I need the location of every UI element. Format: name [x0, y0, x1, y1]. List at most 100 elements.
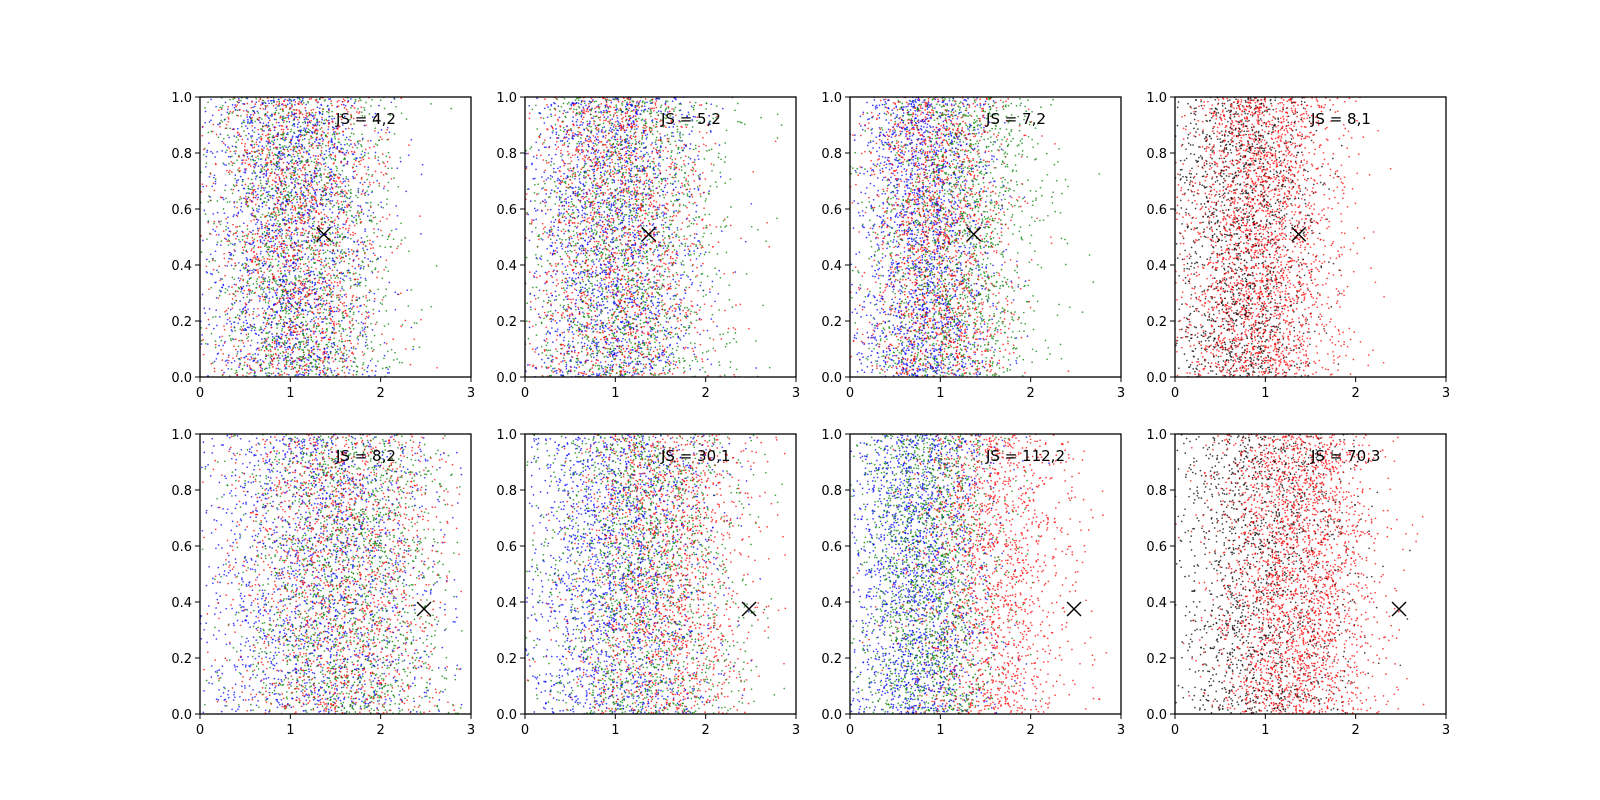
data-point — [234, 327, 236, 329]
data-point — [323, 108, 325, 110]
data-point — [266, 170, 268, 172]
data-point — [254, 324, 256, 326]
data-point — [227, 216, 229, 218]
data-point — [298, 312, 300, 314]
data-point — [294, 99, 296, 101]
data-point — [311, 178, 313, 180]
data-point — [331, 111, 333, 113]
data-point — [260, 363, 262, 365]
data-point — [307, 265, 309, 267]
data-point — [246, 238, 248, 240]
data-point — [285, 283, 287, 285]
data-point — [315, 283, 317, 285]
data-point — [340, 333, 342, 335]
data-point — [227, 319, 229, 321]
data-point — [283, 249, 285, 251]
data-point — [281, 308, 283, 310]
data-point — [265, 113, 267, 115]
data-point — [318, 304, 320, 306]
data-point — [323, 139, 325, 141]
data-point — [308, 357, 310, 359]
data-point — [345, 255, 347, 257]
data-point — [295, 291, 297, 293]
data-point — [332, 258, 334, 260]
data-point — [289, 168, 291, 170]
data-point — [268, 122, 270, 124]
data-point — [262, 233, 264, 235]
data-point — [317, 274, 319, 276]
data-point — [356, 241, 358, 243]
data-point — [220, 133, 222, 135]
data-point — [303, 288, 305, 290]
data-point — [334, 146, 336, 148]
data-point — [290, 308, 292, 310]
data-point — [295, 209, 297, 211]
data-point — [342, 237, 344, 239]
data-point — [337, 257, 339, 259]
data-point — [290, 331, 292, 333]
data-point — [377, 271, 379, 273]
data-point — [298, 143, 300, 145]
data-point — [310, 196, 312, 198]
data-point — [367, 365, 369, 367]
data-point — [210, 363, 212, 365]
data-point — [260, 195, 262, 197]
data-point — [289, 121, 291, 123]
data-point — [329, 251, 331, 253]
data-point — [274, 343, 276, 345]
data-point — [258, 165, 260, 167]
data-point — [236, 371, 238, 373]
data-point — [279, 323, 281, 325]
data-point — [346, 315, 348, 317]
data-point — [340, 144, 342, 146]
data-point — [313, 289, 315, 291]
data-point — [260, 328, 262, 330]
data-point — [264, 263, 266, 265]
data-point — [300, 136, 302, 138]
data-point — [333, 306, 335, 308]
data-point — [343, 98, 345, 100]
data-point — [247, 308, 249, 310]
data-point — [292, 326, 294, 328]
data-point — [338, 299, 340, 301]
data-point — [217, 124, 219, 126]
data-point — [234, 107, 236, 109]
data-point — [333, 158, 335, 160]
data-point — [336, 184, 338, 186]
data-point — [271, 164, 273, 166]
data-point — [339, 326, 341, 328]
data-point — [267, 220, 269, 222]
data-point — [337, 249, 339, 251]
data-point — [264, 310, 266, 312]
data-point — [357, 284, 359, 286]
data-point — [331, 187, 333, 189]
data-point — [322, 195, 324, 197]
data-point — [381, 235, 383, 237]
data-point — [221, 287, 223, 289]
data-point — [336, 297, 338, 299]
data-point — [254, 121, 256, 123]
data-point — [381, 333, 383, 335]
data-point — [293, 270, 295, 272]
data-point — [237, 345, 239, 347]
data-point — [326, 203, 328, 205]
data-point — [289, 283, 291, 285]
data-point — [307, 197, 309, 199]
data-point — [332, 221, 334, 223]
data-point — [220, 220, 222, 222]
data-point — [268, 344, 270, 346]
data-point — [276, 327, 278, 329]
data-point — [259, 296, 261, 298]
data-point — [296, 174, 298, 176]
data-point — [277, 208, 279, 210]
data-point — [285, 204, 287, 206]
data-point — [265, 237, 267, 239]
data-point — [365, 285, 367, 287]
data-point — [312, 218, 314, 220]
data-point — [268, 258, 270, 260]
data-point — [262, 262, 264, 264]
data-point — [325, 243, 327, 245]
data-point — [356, 300, 358, 302]
data-point — [301, 212, 303, 214]
data-point — [285, 146, 287, 148]
